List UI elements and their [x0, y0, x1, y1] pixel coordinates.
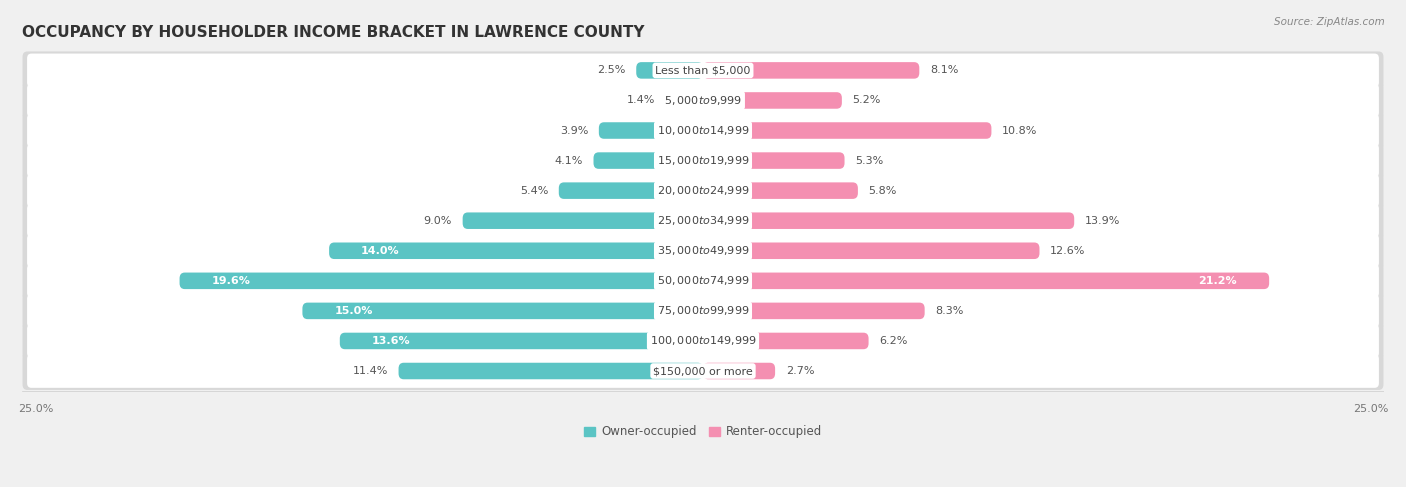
FancyBboxPatch shape [22, 352, 1384, 390]
FancyBboxPatch shape [703, 363, 775, 379]
Text: OCCUPANCY BY HOUSEHOLDER INCOME BRACKET IN LAWRENCE COUNTY: OCCUPANCY BY HOUSEHOLDER INCOME BRACKET … [22, 25, 644, 40]
FancyBboxPatch shape [398, 363, 703, 379]
Text: 12.6%: 12.6% [1050, 246, 1085, 256]
FancyBboxPatch shape [27, 234, 1379, 267]
FancyBboxPatch shape [703, 62, 920, 79]
Text: $75,000 to $99,999: $75,000 to $99,999 [657, 304, 749, 318]
FancyBboxPatch shape [180, 273, 703, 289]
FancyBboxPatch shape [27, 294, 1379, 328]
FancyBboxPatch shape [27, 174, 1379, 207]
FancyBboxPatch shape [27, 264, 1379, 298]
Text: $5,000 to $9,999: $5,000 to $9,999 [664, 94, 742, 107]
Text: 2.7%: 2.7% [786, 366, 814, 376]
Text: $50,000 to $74,999: $50,000 to $74,999 [657, 274, 749, 287]
Text: 21.2%: 21.2% [1198, 276, 1237, 286]
FancyBboxPatch shape [22, 322, 1384, 360]
Text: 11.4%: 11.4% [353, 366, 388, 376]
Text: $25,000 to $34,999: $25,000 to $34,999 [657, 214, 749, 227]
FancyBboxPatch shape [22, 52, 1384, 89]
Text: $10,000 to $14,999: $10,000 to $14,999 [657, 124, 749, 137]
FancyBboxPatch shape [703, 92, 842, 109]
FancyBboxPatch shape [703, 122, 991, 139]
FancyBboxPatch shape [329, 243, 703, 259]
FancyBboxPatch shape [22, 172, 1384, 209]
FancyBboxPatch shape [558, 182, 703, 199]
FancyBboxPatch shape [665, 92, 703, 109]
FancyBboxPatch shape [302, 302, 703, 319]
Legend: Owner-occupied, Renter-occupied: Owner-occupied, Renter-occupied [579, 420, 827, 443]
Text: 3.9%: 3.9% [560, 126, 588, 135]
FancyBboxPatch shape [22, 202, 1384, 240]
FancyBboxPatch shape [593, 152, 703, 169]
FancyBboxPatch shape [27, 144, 1379, 177]
Text: Source: ZipAtlas.com: Source: ZipAtlas.com [1274, 17, 1385, 27]
FancyBboxPatch shape [703, 243, 1039, 259]
Text: 5.4%: 5.4% [520, 186, 548, 196]
FancyBboxPatch shape [637, 62, 703, 79]
Text: $100,000 to $149,999: $100,000 to $149,999 [650, 335, 756, 347]
Text: 1.4%: 1.4% [627, 95, 655, 106]
Text: $15,000 to $19,999: $15,000 to $19,999 [657, 154, 749, 167]
FancyBboxPatch shape [22, 292, 1384, 330]
FancyBboxPatch shape [463, 212, 703, 229]
FancyBboxPatch shape [703, 152, 845, 169]
FancyBboxPatch shape [22, 262, 1384, 300]
Text: $150,000 or more: $150,000 or more [654, 366, 752, 376]
FancyBboxPatch shape [22, 81, 1384, 119]
Text: 2.5%: 2.5% [598, 65, 626, 75]
Text: $20,000 to $24,999: $20,000 to $24,999 [657, 184, 749, 197]
FancyBboxPatch shape [703, 333, 869, 349]
Text: 6.2%: 6.2% [879, 336, 908, 346]
Text: 10.8%: 10.8% [1002, 126, 1038, 135]
FancyBboxPatch shape [703, 273, 1270, 289]
FancyBboxPatch shape [27, 324, 1379, 358]
Text: 5.2%: 5.2% [852, 95, 882, 106]
Text: 19.6%: 19.6% [212, 276, 250, 286]
FancyBboxPatch shape [27, 204, 1379, 238]
Text: 13.9%: 13.9% [1085, 216, 1121, 225]
FancyBboxPatch shape [27, 54, 1379, 87]
Text: $35,000 to $49,999: $35,000 to $49,999 [657, 244, 749, 257]
Text: 14.0%: 14.0% [361, 246, 399, 256]
FancyBboxPatch shape [22, 112, 1384, 150]
Text: 8.3%: 8.3% [935, 306, 963, 316]
FancyBboxPatch shape [22, 142, 1384, 180]
FancyBboxPatch shape [599, 122, 703, 139]
Text: 9.0%: 9.0% [423, 216, 451, 225]
FancyBboxPatch shape [27, 84, 1379, 117]
FancyBboxPatch shape [703, 212, 1074, 229]
Text: 8.1%: 8.1% [929, 65, 959, 75]
Text: Less than $5,000: Less than $5,000 [655, 65, 751, 75]
FancyBboxPatch shape [340, 333, 703, 349]
Text: 5.8%: 5.8% [869, 186, 897, 196]
Text: 15.0%: 15.0% [335, 306, 373, 316]
FancyBboxPatch shape [27, 354, 1379, 388]
Text: 4.1%: 4.1% [554, 155, 583, 166]
Text: 5.3%: 5.3% [855, 155, 883, 166]
Text: 13.6%: 13.6% [371, 336, 411, 346]
FancyBboxPatch shape [22, 232, 1384, 270]
FancyBboxPatch shape [27, 113, 1379, 148]
FancyBboxPatch shape [703, 182, 858, 199]
FancyBboxPatch shape [703, 302, 925, 319]
